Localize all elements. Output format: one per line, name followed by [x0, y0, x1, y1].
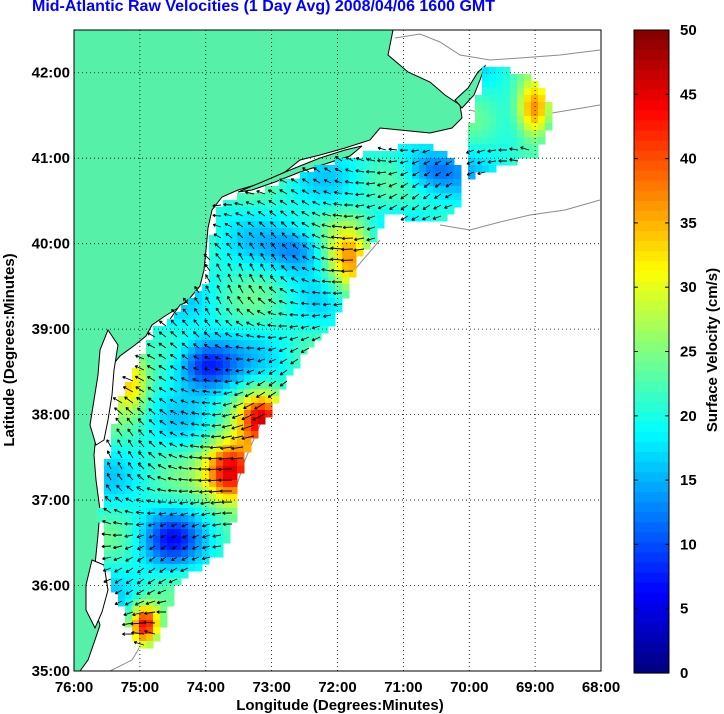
colorbar-label: Surface Velocity (cm/s)	[704, 268, 721, 432]
colorbar-tick-label: 5	[680, 601, 688, 618]
x-tick-label: 76:00	[55, 679, 93, 696]
colorbar-tick-label: 0	[680, 665, 688, 682]
y-tick-label: 39:00	[32, 321, 70, 338]
plot-frame	[73, 29, 602, 672]
velocity-arrows	[101, 146, 530, 646]
y-tick-label: 40:00	[32, 236, 70, 253]
x-tick-label: 74:00	[187, 679, 225, 696]
colorbar-tick-label: 50	[680, 22, 697, 39]
y-tick-label: 38:00	[32, 407, 70, 424]
colorbar-tick-label: 10	[680, 536, 697, 553]
colorbar-tick-label: 25	[680, 344, 697, 361]
x-tick-label: 73:00	[252, 679, 290, 696]
colorbar-tick-label: 20	[680, 408, 697, 425]
x-axis-label: Longitude (Degrees:Minutes)	[236, 697, 444, 714]
x-tick-label: 69:00	[516, 679, 554, 696]
y-axis-label: Latitude (Degrees:Minutes)	[1, 253, 18, 446]
y-tick-label: 36:00	[32, 578, 70, 595]
map-title: Mid-Atlantic Raw Velocities (1 Day Avg) …	[32, 0, 495, 15]
colorbar-tick-label: 35	[680, 215, 697, 232]
long-island	[237, 145, 363, 193]
x-tick-label: 72:00	[318, 679, 356, 696]
x-tick-label: 70:00	[450, 679, 488, 696]
y-tick-label: 42:00	[32, 65, 70, 82]
map-grid	[74, 30, 601, 671]
chesapeake-bay	[89, 328, 119, 446]
y-tick-label: 37:00	[32, 492, 70, 509]
x-tick-label: 68:00	[582, 679, 620, 696]
colorbar-tick-label: 15	[680, 472, 697, 489]
x-tick-label: 71:00	[384, 679, 422, 696]
y-tick-label: 35:00	[32, 663, 70, 680]
x-tick-label: 75:00	[121, 679, 159, 696]
y-tick-label: 41:00	[32, 150, 70, 167]
colorbar-tick-label: 45	[680, 86, 697, 103]
colorbar-tick-label: 30	[680, 279, 697, 296]
colorbar-tick-label: 40	[680, 151, 697, 168]
